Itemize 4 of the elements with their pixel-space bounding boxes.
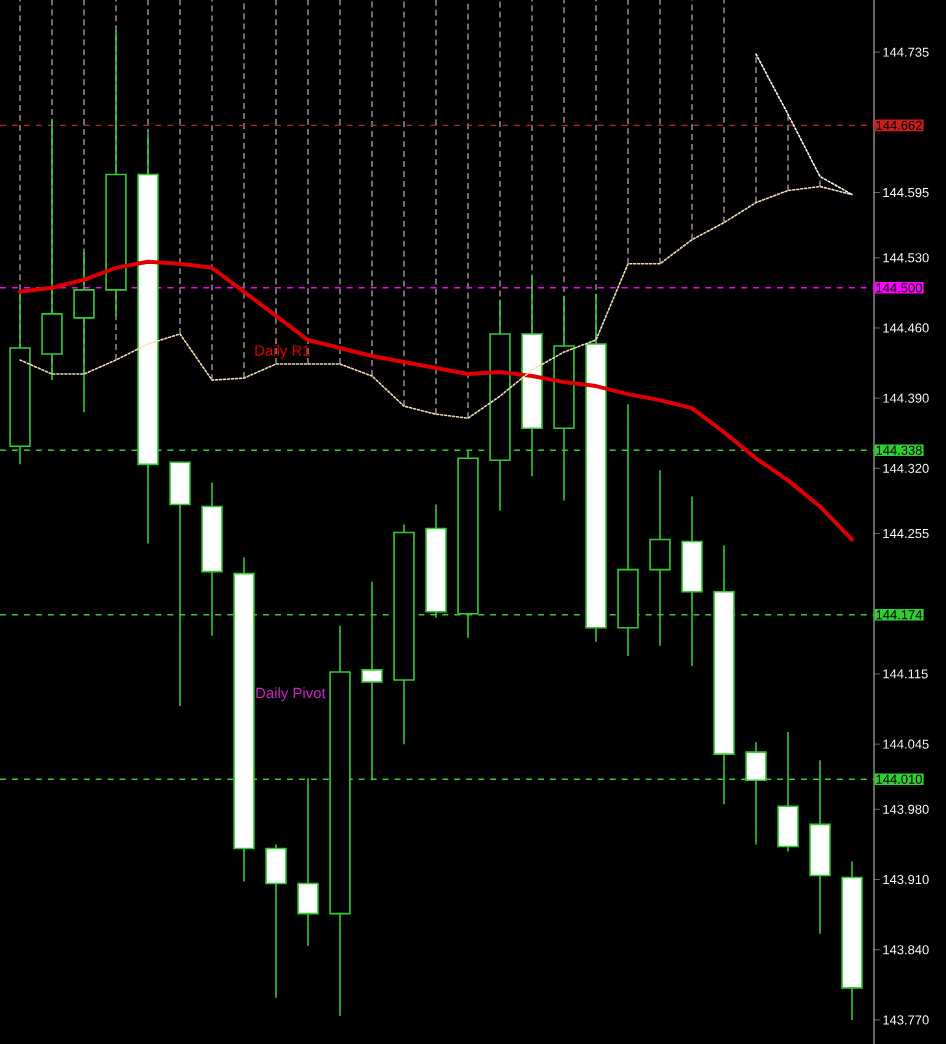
candlestick <box>41 119 63 381</box>
candlestick <box>73 250 95 413</box>
candlestick <box>265 843 287 999</box>
line-series <box>755 53 853 196</box>
